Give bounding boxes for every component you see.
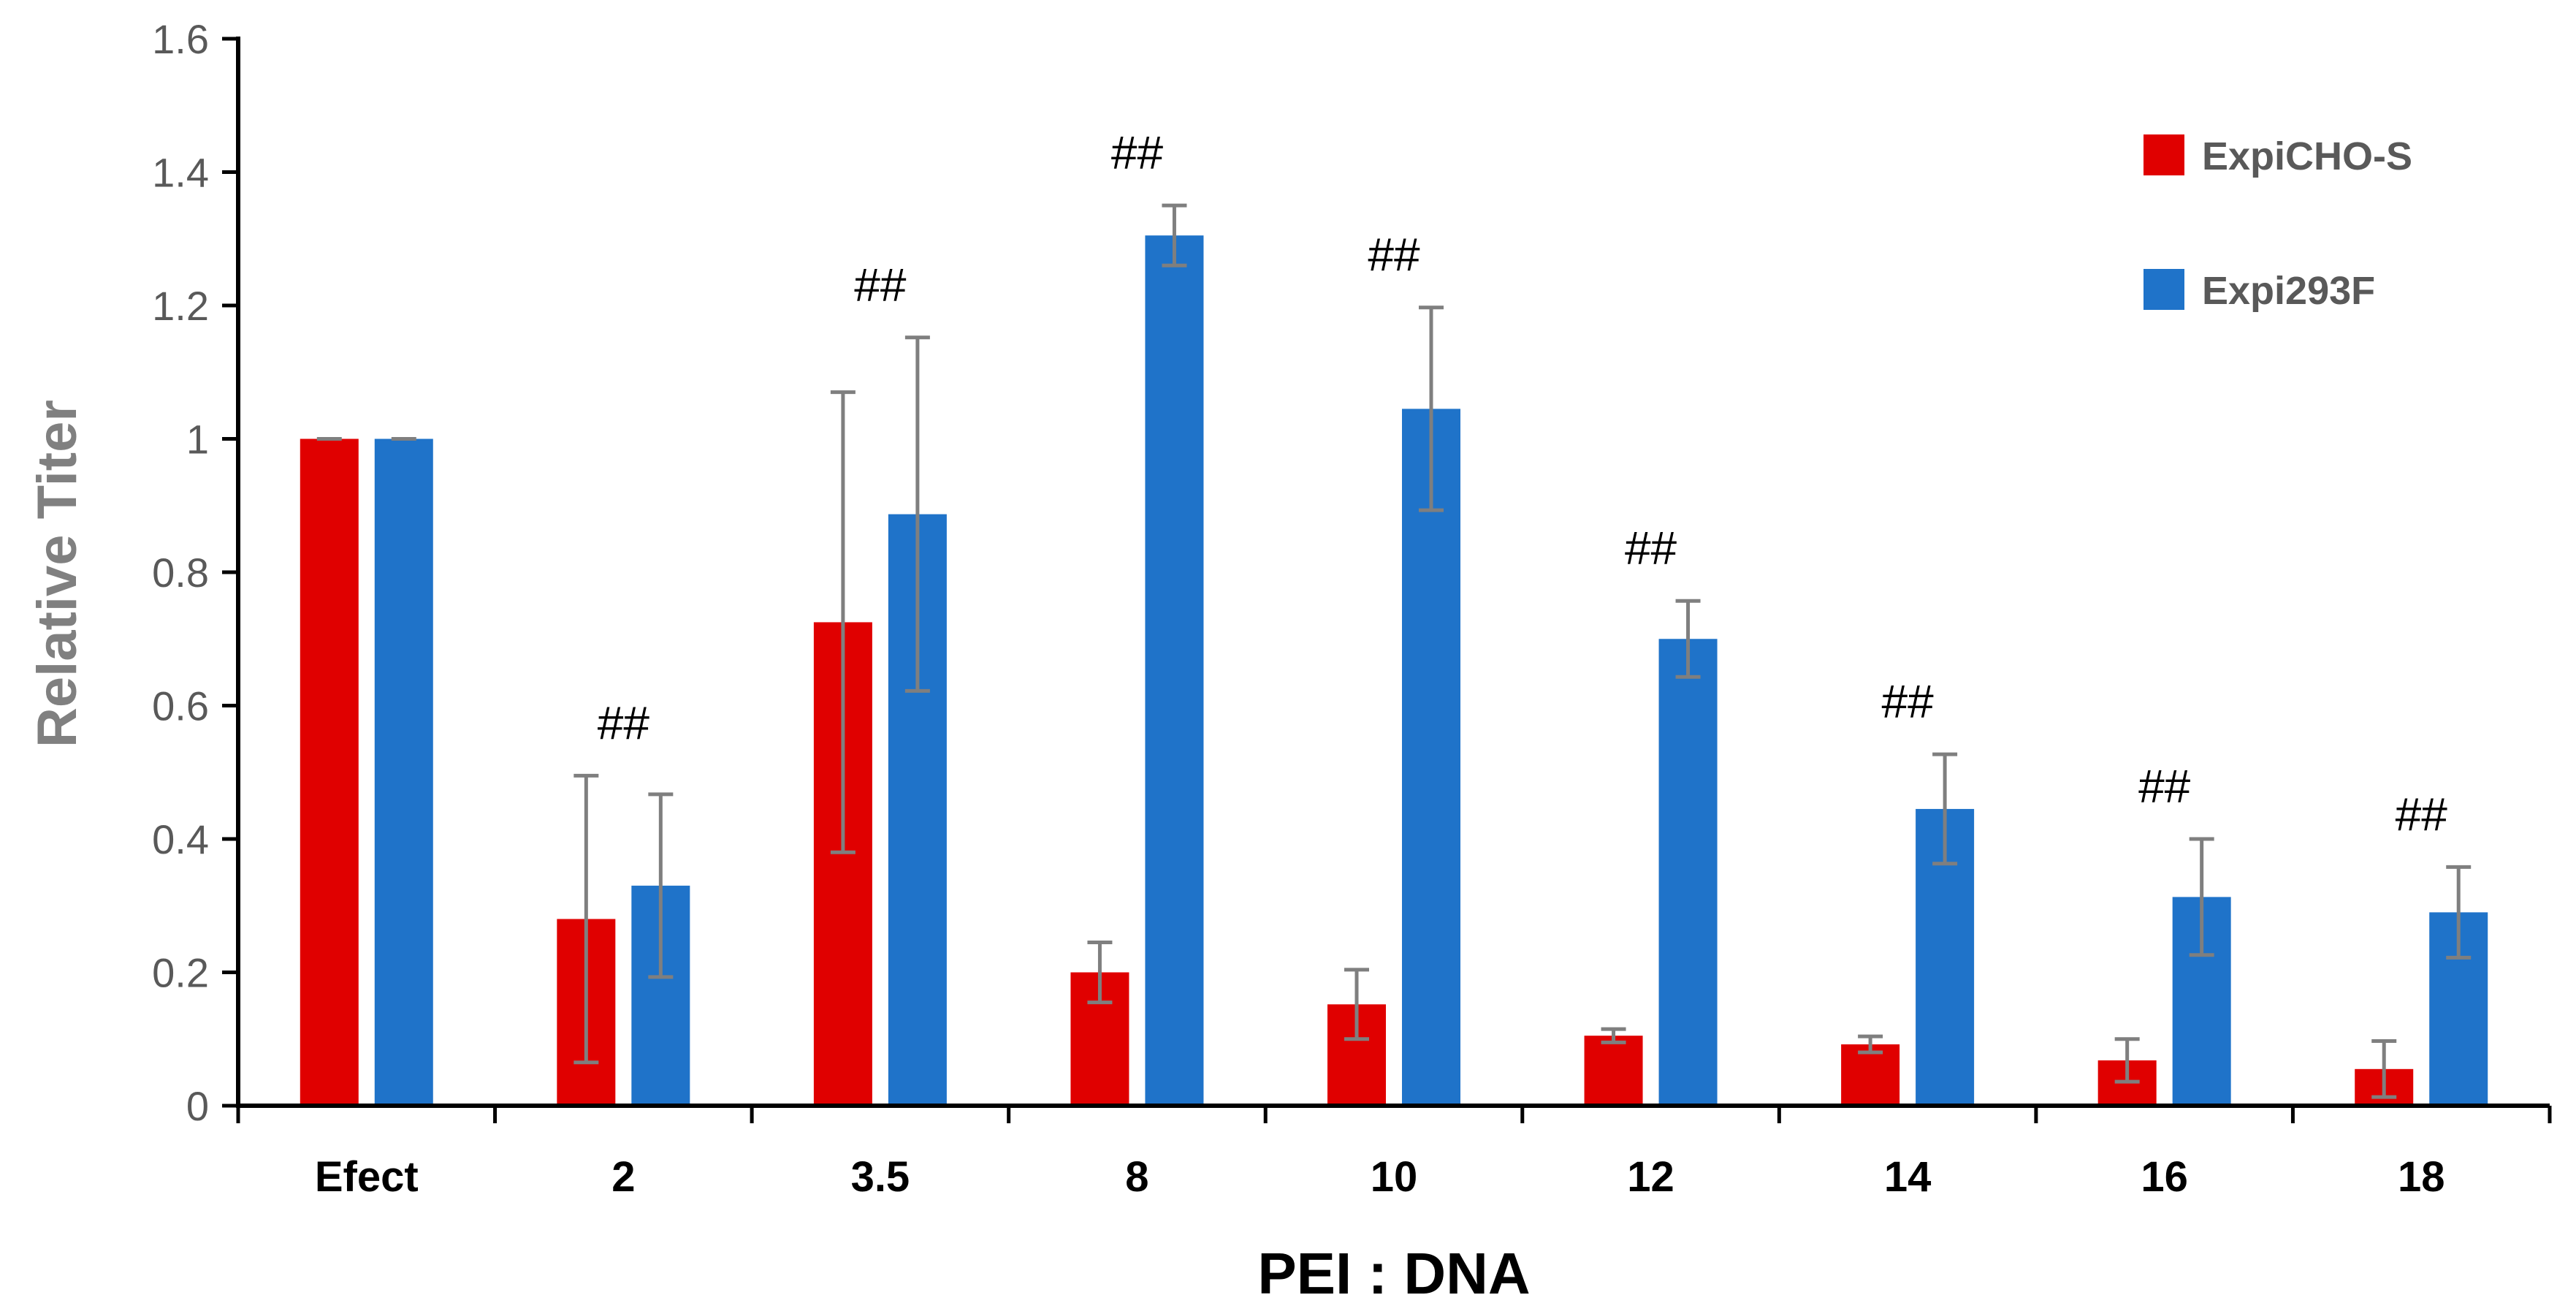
significance-annotation: ## [1368,229,1420,281]
y-tick-label: 1.2 [152,283,209,329]
legend-swatch [2144,269,2184,310]
significance-annotation: ## [1882,675,1935,728]
bar-expi293f [374,438,433,1106]
x-tick-label: 8 [1125,1153,1148,1201]
y-tick-label: 0.4 [152,816,209,862]
x-tick-label: 10 [1371,1153,1418,1201]
x-tick-label: Efect [315,1153,419,1201]
x-tick-label: 2 [611,1153,635,1201]
significance-annotation: ## [1111,126,1164,179]
significance-annotation: ## [2138,760,2191,813]
y-tick-label: 1.6 [152,16,209,62]
bar-expicho-s [1584,1036,1643,1106]
y-tick-label: 0 [186,1083,209,1129]
y-tick-label: 0.8 [152,550,209,596]
x-tick-label: 18 [2398,1153,2445,1201]
y-axis-ticks: 0 0.2 0.4 0.6 0.8 1 1.2 1.4 1.6 [152,16,238,1129]
bar-expi293f [1658,639,1718,1106]
x-tick-label: 14 [1884,1153,1932,1201]
significance-annotation: ## [854,259,907,311]
bar-expicho-s [300,438,359,1106]
x-axis-ticks: Efect 2 3.5 8 10 12 14 16 18 [236,1106,2552,1201]
legend-swatch [2144,134,2184,175]
x-tick-label: 12 [1627,1153,1674,1201]
y-tick-label: 1 [186,417,209,463]
y-tick-label: 1.4 [152,150,209,196]
x-tick-label: 16 [2141,1153,2188,1201]
plot-area: ## ## ## ## ## ## ## ## [300,126,2488,1106]
legend-label: ExpiCHO-S [2202,134,2412,178]
legend-label: Expi293F [2202,269,2375,313]
bar-expicho-s [1841,1044,1900,1106]
legend: ExpiCHO-S Expi293F [2144,134,2412,313]
bar-expi293f [1402,409,1460,1106]
y-tick-label: 0.6 [152,683,209,729]
x-tick-label: 3.5 [851,1153,910,1201]
significance-annotation: ## [2396,788,2448,840]
x-axis-title: PEI : DNA [1257,1241,1530,1306]
bar-expi293f [1145,235,1204,1106]
y-tick-label: 0.2 [152,950,209,996]
y-axis-title: Relative Titer [26,400,88,748]
significance-annotation: ## [598,696,650,749]
significance-annotation: ## [1625,522,1677,574]
